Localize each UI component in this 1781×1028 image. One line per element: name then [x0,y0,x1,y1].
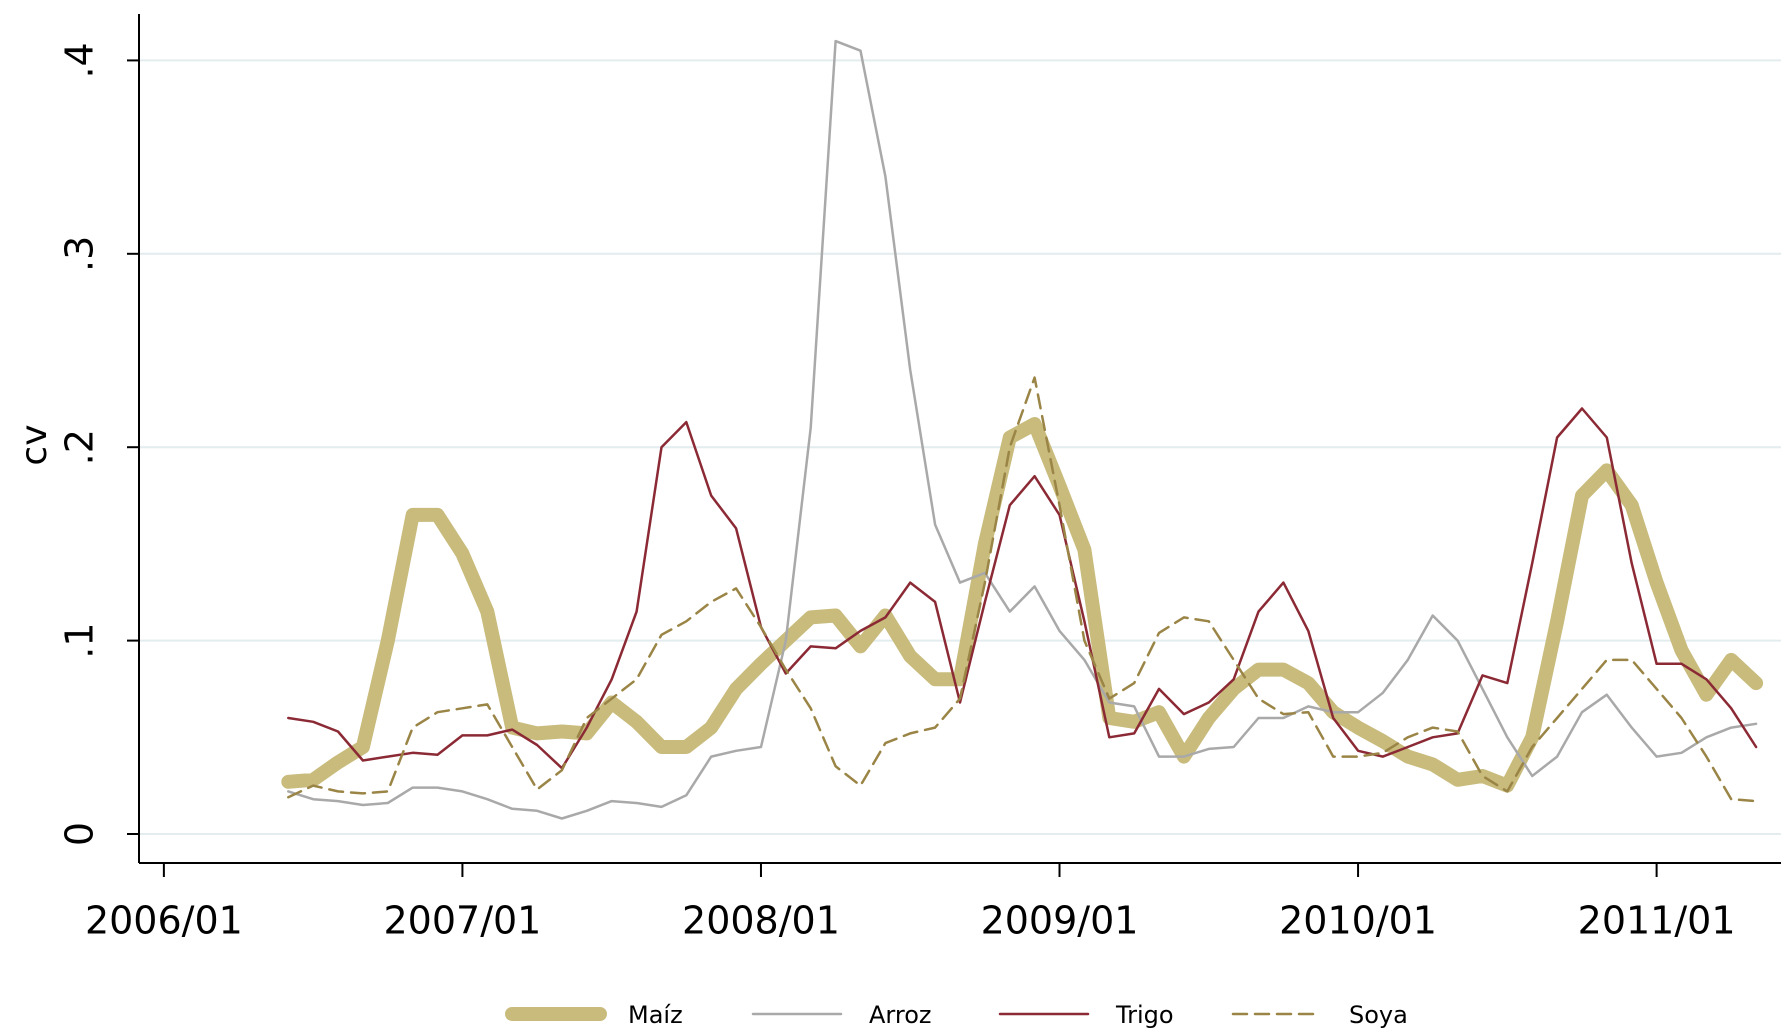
x-tick-label: 2011/01 [1578,899,1736,943]
y-tick-label: 0 [58,822,102,846]
series-line [287,407,1758,770]
y-tick-label: .2 [58,429,102,465]
series-line [287,376,1758,803]
y-tick-label: .3 [58,236,102,272]
legend-label: Maíz [628,1001,683,1028]
series-line [287,39,1758,820]
legend-label: Soya [1349,1001,1408,1028]
x-tick-label: 2009/01 [981,899,1139,943]
y-axis-label: cv [14,424,55,465]
y-tick-label: .4 [58,42,102,78]
x-tick-label: 2006/01 [85,899,243,943]
legend-label: Arroz [869,1001,931,1028]
y-tick-label: .1 [58,622,102,658]
x-tick-label: 2010/01 [1279,899,1437,943]
x-tick-label: 2007/01 [383,899,541,943]
x-tick-label: 2008/01 [682,899,840,943]
legend-label: Trigo [1115,1001,1174,1028]
series-line [281,417,1764,793]
